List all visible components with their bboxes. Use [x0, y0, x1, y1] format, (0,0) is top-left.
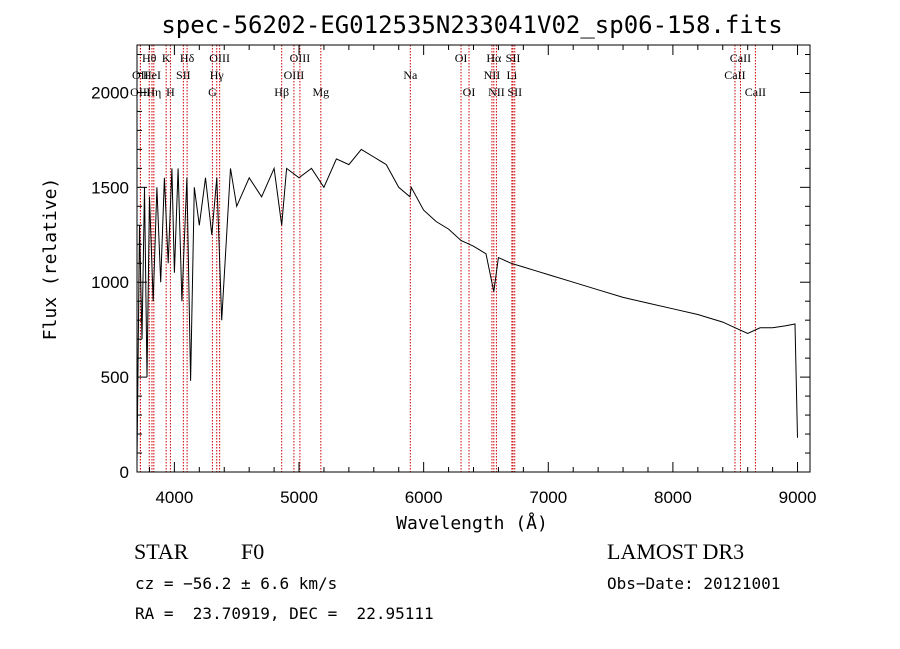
line-annotation-label: Hα	[486, 51, 502, 65]
coordinates: RA = 23.70919, DEC = 22.95111	[135, 604, 434, 623]
x-tick-label: 7000	[529, 488, 567, 507]
line-annotation-label: Hγ	[210, 68, 225, 82]
line-annotation-label: OIII	[284, 68, 305, 82]
line-annotation-label: CaII	[724, 68, 745, 82]
line-annotation-label: NII	[484, 68, 501, 82]
line-annotation-label: Hβ	[274, 85, 289, 99]
flux-series-line	[136, 148, 798, 463]
line-annotation-label: Hθ	[142, 51, 157, 65]
redshift-cz: cz = −56.2 ± 6.6 km/s	[135, 574, 338, 593]
x-tick-label: 6000	[405, 488, 443, 507]
y-axis-label: Flux (relative)	[40, 178, 61, 341]
line-annotation-label: OI	[463, 85, 476, 99]
observation-date: Obs−Date: 20121001	[607, 574, 781, 593]
object-class: STAR	[134, 539, 189, 564]
survey-name: LAMOST DR3	[607, 539, 745, 564]
x-axis: 4000 5000 6000 7000 8000 9000	[148, 45, 817, 507]
line-annotation-label: HeI	[143, 68, 161, 82]
y-tick-label: 500	[101, 368, 129, 387]
chart-title: spec-56202-EG012535N233041V02_sp06-158.f…	[161, 11, 782, 39]
line-annotation-label: H	[166, 85, 175, 99]
y-axis: 0 500 1000 1500 2000	[91, 53, 810, 482]
line-annotation-label: Hη	[146, 85, 161, 99]
line-annotation-label: OII	[132, 68, 149, 82]
line-markers	[139, 45, 756, 472]
line-annotation-label: NII	[488, 85, 505, 99]
spectrum-chart: spec-56202-EG012535N233041V02_sp06-158.f…	[40, 11, 817, 534]
line-annotation-label: OIII	[290, 51, 311, 65]
y-tick-label: 2000	[91, 83, 129, 102]
x-tick-label: 9000	[779, 488, 817, 507]
plot-frame	[136, 44, 811, 473]
y-tick-label: 1000	[91, 273, 129, 292]
line-annotation-label: OIII	[209, 51, 230, 65]
x-tick-label: 8000	[654, 488, 692, 507]
line-annotation-label: SII	[507, 85, 522, 99]
line-annotation-label: G	[208, 85, 217, 99]
x-axis-label: Wavelength (Å)	[396, 512, 548, 534]
line-annotation-label: OI	[455, 51, 468, 65]
x-tick-label: 4000	[155, 488, 193, 507]
line-annotation-label: Mg	[312, 85, 329, 99]
y-tick-label: 1500	[91, 178, 129, 197]
line-annotation-label: SII	[176, 68, 191, 82]
line-annotation-label: Na	[403, 68, 418, 82]
line-annotation-label: CaII	[730, 51, 751, 65]
line-annotation-label: Li	[507, 68, 518, 82]
line-annotation-label: SII	[506, 51, 521, 65]
line-annotation-label: K	[162, 51, 171, 65]
x-tick-label: 5000	[280, 488, 318, 507]
object-subclass: F0	[241, 539, 265, 564]
line-annotation-label: CaII	[745, 85, 766, 99]
line-annotation-label: Hδ	[180, 51, 195, 65]
y-tick-label: 0	[120, 463, 129, 482]
